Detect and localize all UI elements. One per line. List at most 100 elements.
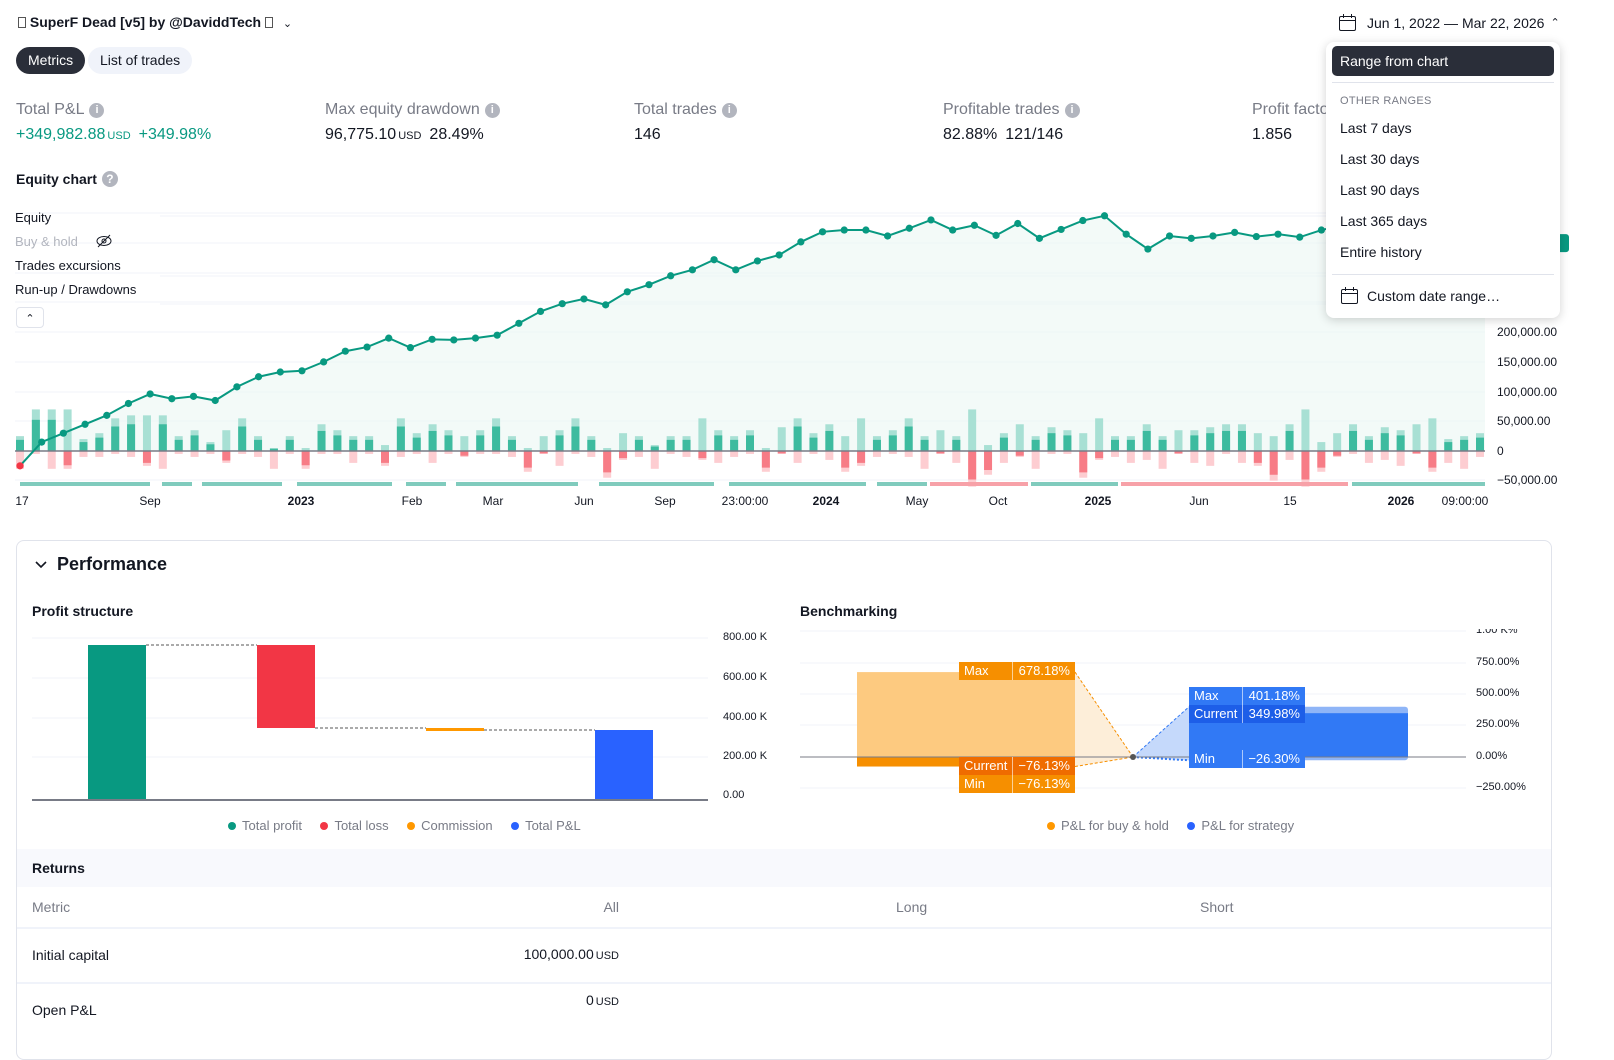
collapse-legend-button[interactable]: ⌃ — [16, 307, 44, 328]
info-icon[interactable]: i — [89, 103, 105, 118]
equity-point[interactable] — [905, 224, 913, 232]
equity-point[interactable] — [320, 358, 328, 366]
buy-hold-max-label[interactable]: Max 678.18% — [959, 662, 1075, 681]
equity-point[interactable] — [471, 334, 480, 342]
entire-history-option[interactable]: Entire history — [1340, 244, 1422, 260]
eye-off-icon[interactable] — [96, 234, 112, 248]
date-range-button[interactable]: Jun 1, 2022 — Mar 22, 2026 ⌃ — [1338, 13, 1560, 32]
range-from-chart-option[interactable]: Range from chart — [1332, 46, 1554, 76]
edit-icon[interactable] — [265, 17, 273, 28]
equity-point[interactable] — [1231, 228, 1239, 237]
equity-point[interactable] — [59, 429, 67, 437]
bar-total-loss[interactable] — [257, 645, 315, 728]
equity-point[interactable] — [16, 462, 24, 470]
equity-point[interactable] — [103, 411, 111, 419]
equity-point[interactable] — [1014, 219, 1022, 228]
equity-point[interactable] — [1144, 245, 1152, 253]
equity-point[interactable] — [1317, 226, 1326, 234]
strategy-min-label[interactable]: Min −26.30% — [1189, 750, 1305, 768]
equity-point[interactable] — [1079, 216, 1087, 225]
equity-point[interactable] — [970, 221, 978, 229]
equity-point[interactable] — [992, 231, 1000, 239]
equity-point[interactable] — [645, 281, 653, 289]
equity-point[interactable] — [797, 238, 805, 246]
equity-point[interactable] — [450, 336, 458, 344]
equity-point[interactable] — [1057, 225, 1065, 234]
legend-total-loss[interactable]: Total loss — [320, 818, 389, 833]
bar-total-p-l[interactable] — [595, 730, 653, 800]
last-365-days-option[interactable]: Last 365 days — [1340, 213, 1428, 229]
equity-point[interactable] — [81, 420, 89, 428]
equity-point[interactable] — [146, 390, 154, 398]
chevron-down-icon[interactable]: ⌄ — [282, 18, 293, 30]
equity-point[interactable] — [602, 301, 610, 309]
equity-point[interactable] — [1100, 212, 1109, 220]
equity-point[interactable] — [168, 395, 176, 403]
performance-header[interactable]: Performance — [34, 554, 167, 575]
equity-point[interactable] — [753, 257, 762, 265]
equity-point[interactable] — [623, 288, 631, 296]
legend-runup-drawdowns[interactable]: Run-up / Drawdowns — [15, 282, 137, 297]
equity-point[interactable] — [1209, 232, 1217, 240]
legend-buy-hold-pnl[interactable]: P&L for buy & hold — [1047, 818, 1169, 833]
equity-point[interactable] — [1035, 234, 1044, 242]
help-icon[interactable]: ? — [101, 171, 118, 187]
equity-point[interactable] — [884, 232, 892, 240]
bar-commission[interactable] — [426, 728, 484, 731]
last-90-days-option[interactable]: Last 90 days — [1340, 182, 1420, 198]
equity-point[interactable] — [1252, 232, 1260, 241]
info-icon[interactable]: i — [721, 103, 737, 118]
equity-point[interactable] — [233, 383, 241, 391]
equity-point[interactable] — [493, 331, 501, 339]
custom-date-range-option[interactable]: Custom date range… — [1340, 286, 1500, 305]
tab-metrics[interactable]: Metrics — [16, 47, 86, 74]
legend-equity[interactable]: Equity — [15, 210, 52, 225]
legend-trades-excursions[interactable]: Trades excursions — [15, 258, 121, 273]
equity-point[interactable] — [536, 307, 545, 316]
legend-total-pnl[interactable]: Total P&L — [511, 818, 581, 833]
equity-point[interactable] — [710, 256, 718, 264]
bar-total-profit[interactable] — [88, 645, 146, 800]
equity-point[interactable] — [732, 266, 740, 274]
strategy-title[interactable]: SuperF Dead [v5] by @DaviddTech ⌄ — [18, 14, 292, 30]
equity-point[interactable] — [254, 373, 263, 381]
equity-point[interactable] — [406, 344, 415, 352]
equity-point[interactable] — [688, 266, 696, 274]
equity-point[interactable] — [1296, 233, 1304, 241]
equity-point[interactable] — [927, 216, 935, 224]
info-icon[interactable]: i — [1064, 103, 1080, 118]
equity-point[interactable] — [1274, 230, 1282, 238]
buy-hold-current-label[interactable]: Current −76.13% — [959, 757, 1075, 775]
strategy-max-label[interactable]: Max 401.18% — [1189, 686, 1305, 705]
equity-point[interactable] — [38, 438, 46, 446]
equity-point[interactable] — [189, 392, 198, 400]
equity-point[interactable] — [1122, 230, 1130, 238]
tab-list-of-trades[interactable]: List of trades — [88, 47, 193, 74]
equity-point[interactable] — [124, 399, 133, 408]
equity-point[interactable] — [775, 251, 783, 259]
last-7-days-option[interactable]: Last 7 days — [1340, 120, 1412, 136]
equity-point[interactable] — [276, 368, 284, 376]
equity-point[interactable] — [515, 319, 523, 327]
equity-point[interactable] — [580, 295, 588, 303]
legend-strategy-pnl[interactable]: P&L for strategy — [1187, 818, 1294, 833]
equity-point[interactable] — [1165, 232, 1174, 240]
equity-point[interactable] — [428, 335, 436, 343]
equity-point[interactable] — [211, 396, 219, 405]
legend-commission[interactable]: Commission — [407, 818, 493, 833]
equity-point[interactable] — [298, 367, 306, 375]
equity-point[interactable] — [363, 343, 371, 351]
equity-point[interactable] — [949, 226, 957, 234]
buy-hold-min-label[interactable]: Min −76.13% — [959, 775, 1075, 793]
equity-point[interactable] — [840, 226, 848, 234]
equity-point[interactable] — [385, 334, 393, 342]
buy-hold-positive-bar[interactable] — [857, 672, 1075, 757]
equity-point[interactable] — [667, 272, 675, 280]
equity-point[interactable] — [558, 300, 566, 308]
info-icon[interactable]: i — [484, 103, 500, 118]
last-30-days-option[interactable]: Last 30 days — [1340, 151, 1420, 167]
legend-total-profit[interactable]: Total profit — [228, 818, 302, 833]
equity-point[interactable] — [818, 228, 827, 236]
equity-point[interactable] — [1187, 234, 1195, 242]
legend-buy-hold[interactable]: Buy & hold — [15, 234, 112, 249]
